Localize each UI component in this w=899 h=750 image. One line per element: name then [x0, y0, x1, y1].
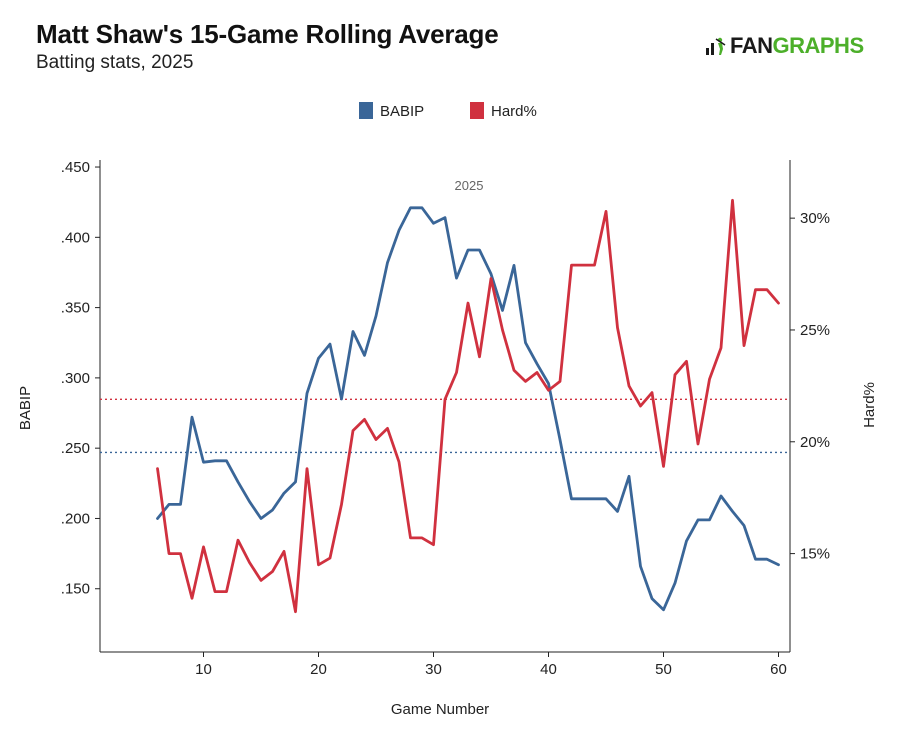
- x-tick-label: 40: [540, 661, 557, 678]
- x-axis-label: Game Number: [391, 701, 489, 718]
- legend-label-hard: Hard%: [491, 103, 537, 120]
- x-tick-label: 10: [195, 661, 212, 678]
- y2-tick-label: 30%: [800, 210, 830, 227]
- y-tick-label: .150: [61, 581, 90, 598]
- babip-series-line: [156, 206, 780, 612]
- y-tick-label: .350: [61, 300, 90, 317]
- axes: .150 .200 .250 .300 .350 .400 .450 15% 20% 25% 30%…: [61, 159, 830, 678]
- x-tick-label: 60: [770, 661, 787, 678]
- y2-axis-label: Hard%: [861, 382, 878, 428]
- y2-tick-label: 15%: [800, 546, 830, 563]
- y-tick-label: .200: [61, 510, 90, 527]
- legend: BABIP Hard%: [359, 102, 537, 120]
- y2-tick-label: 25%: [800, 322, 830, 339]
- y-axis-label: BABIP: [17, 386, 34, 430]
- series-lines: [156, 198, 780, 614]
- legend-swatch-babip: [359, 102, 373, 119]
- x-tick-label: 30: [425, 661, 442, 678]
- y-tick-label: .400: [61, 229, 90, 246]
- y2-tick-label: 20%: [800, 434, 830, 451]
- season-annotation: 2025: [455, 178, 484, 193]
- hard-pct-series-line: [156, 198, 780, 614]
- legend-swatch-hard: [470, 102, 484, 119]
- y-tick-label: .250: [61, 440, 90, 457]
- logo-text-graphs: GRAPHS: [772, 33, 865, 58]
- chart-subtitle: Batting stats, 2025: [36, 52, 194, 73]
- legend-label-babip: BABIP: [380, 103, 424, 120]
- fangraphs-batter-icon: [706, 37, 726, 55]
- fangraphs-logo[interactable]: FAN GRAPHS: [705, 33, 864, 59]
- x-tick-label: 20: [310, 661, 327, 678]
- y-tick-label: .300: [61, 370, 90, 387]
- chart-title: Matt Shaw's 15-Game Rolling Average: [36, 19, 499, 49]
- y-tick-label: .450: [61, 159, 90, 176]
- x-tick-label: 50: [655, 661, 672, 678]
- logo-text-fan: FAN: [730, 33, 773, 58]
